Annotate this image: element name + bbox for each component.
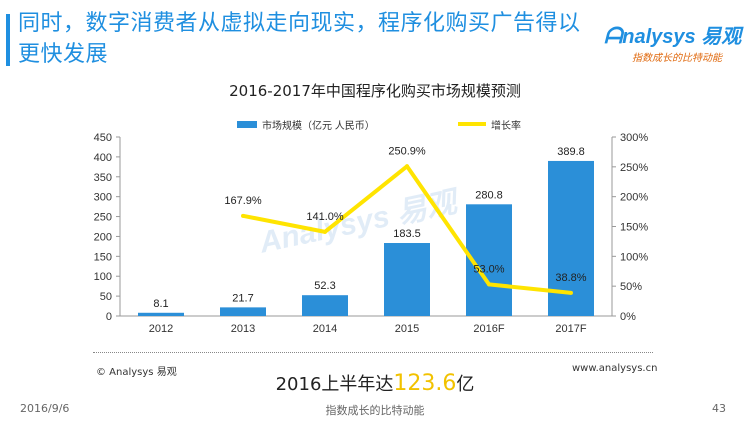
analysys-logo: ᗩnalysys 易观 指数成长的比特动能: [604, 20, 741, 68]
x-tick-label: 2014: [313, 323, 337, 335]
y-right-tick-label: 100%: [620, 251, 648, 263]
logo-tagline: 指数成长的比特动能: [632, 53, 722, 64]
y-right-tick-label: 300%: [620, 132, 648, 144]
footer-slogan: 指数成长的比特动能: [325, 404, 425, 417]
y-right-tick-label: 0%: [620, 311, 636, 323]
title-accent-bar: [6, 14, 10, 66]
legend-line-label: 增长率: [491, 119, 521, 132]
y-right-tick-label: 250%: [620, 162, 648, 174]
y-left-tick-label: 0: [106, 311, 112, 323]
y-left-tick-label: 250: [94, 212, 112, 224]
bar-data-label: 280.8: [475, 189, 503, 201]
logo-wordmark: ᗩnalysys 易观: [604, 23, 742, 48]
line-point: [241, 213, 245, 218]
bar: [384, 243, 430, 316]
bar-data-label: 8.1: [153, 298, 168, 310]
line-point: [487, 282, 491, 287]
footer-date: 2016/9/6: [20, 402, 70, 415]
y-right-tick-label: 200%: [620, 192, 648, 204]
summary-prefix: 2016上半年达: [275, 374, 394, 395]
y-left-tick-label: 150: [94, 251, 112, 263]
line-data-label: 167.9%: [224, 195, 262, 207]
line-point: [323, 229, 327, 234]
bar-data-label: 183.5: [393, 228, 421, 240]
y-left-tick-label: 100: [94, 271, 112, 283]
y-left-tick-label: 400: [94, 152, 112, 164]
website-url: www.analysys.cn: [572, 363, 658, 374]
legend-bar-label: 市场规模（亿元 人民币）: [262, 119, 375, 132]
market-size-chart: Analysys 易观0501001502002503003504004500%…: [94, 119, 649, 335]
footer-divider: [93, 352, 653, 353]
bar-data-label: 52.3: [314, 280, 335, 292]
bar-data-label: 21.7: [232, 292, 253, 304]
x-tick-label: 2015: [395, 323, 419, 335]
line-data-label: 141.0%: [306, 211, 344, 223]
bar-data-label: 389.8: [557, 146, 585, 158]
summary-value: 123.6: [393, 371, 457, 396]
y-left-tick-label: 50: [100, 291, 112, 303]
x-tick-label: 2013: [231, 323, 255, 335]
bar: [302, 295, 348, 316]
page-number: 43: [712, 402, 726, 415]
y-left-tick-label: 350: [94, 172, 112, 184]
logo-swoosh-icon: ᗩ: [604, 23, 623, 48]
bar: [138, 312, 184, 316]
copyright-text: © Analysys 易观: [96, 367, 177, 378]
y-right-tick-label: 150%: [620, 222, 648, 234]
summary-callout: 2016上半年达123.6亿: [0, 370, 750, 396]
x-tick-label: 2016F: [473, 323, 504, 335]
chart-title: 2016-2017年中国程序化购买市场规模预测: [229, 82, 521, 100]
summary-suffix: 亿: [456, 374, 475, 395]
bar: [220, 307, 266, 316]
y-right-tick-label: 50%: [620, 281, 642, 293]
line-data-label: 53.0%: [473, 263, 504, 275]
y-left-tick-label: 200: [94, 231, 112, 243]
line-point: [569, 290, 573, 295]
line-data-label: 38.8%: [555, 272, 586, 284]
x-tick-label: 2017F: [555, 323, 586, 335]
line-point: [405, 164, 409, 169]
legend-bar-swatch: [237, 121, 257, 128]
y-left-tick-label: 300: [94, 192, 112, 204]
y-left-tick-label: 450: [94, 132, 112, 144]
x-tick-label: 2012: [149, 323, 173, 335]
line-data-label: 250.9%: [388, 145, 426, 157]
slide-title: 同时，数字消费者从虚拟走向现实，程序化购买广告得以更快发展: [18, 11, 581, 67]
